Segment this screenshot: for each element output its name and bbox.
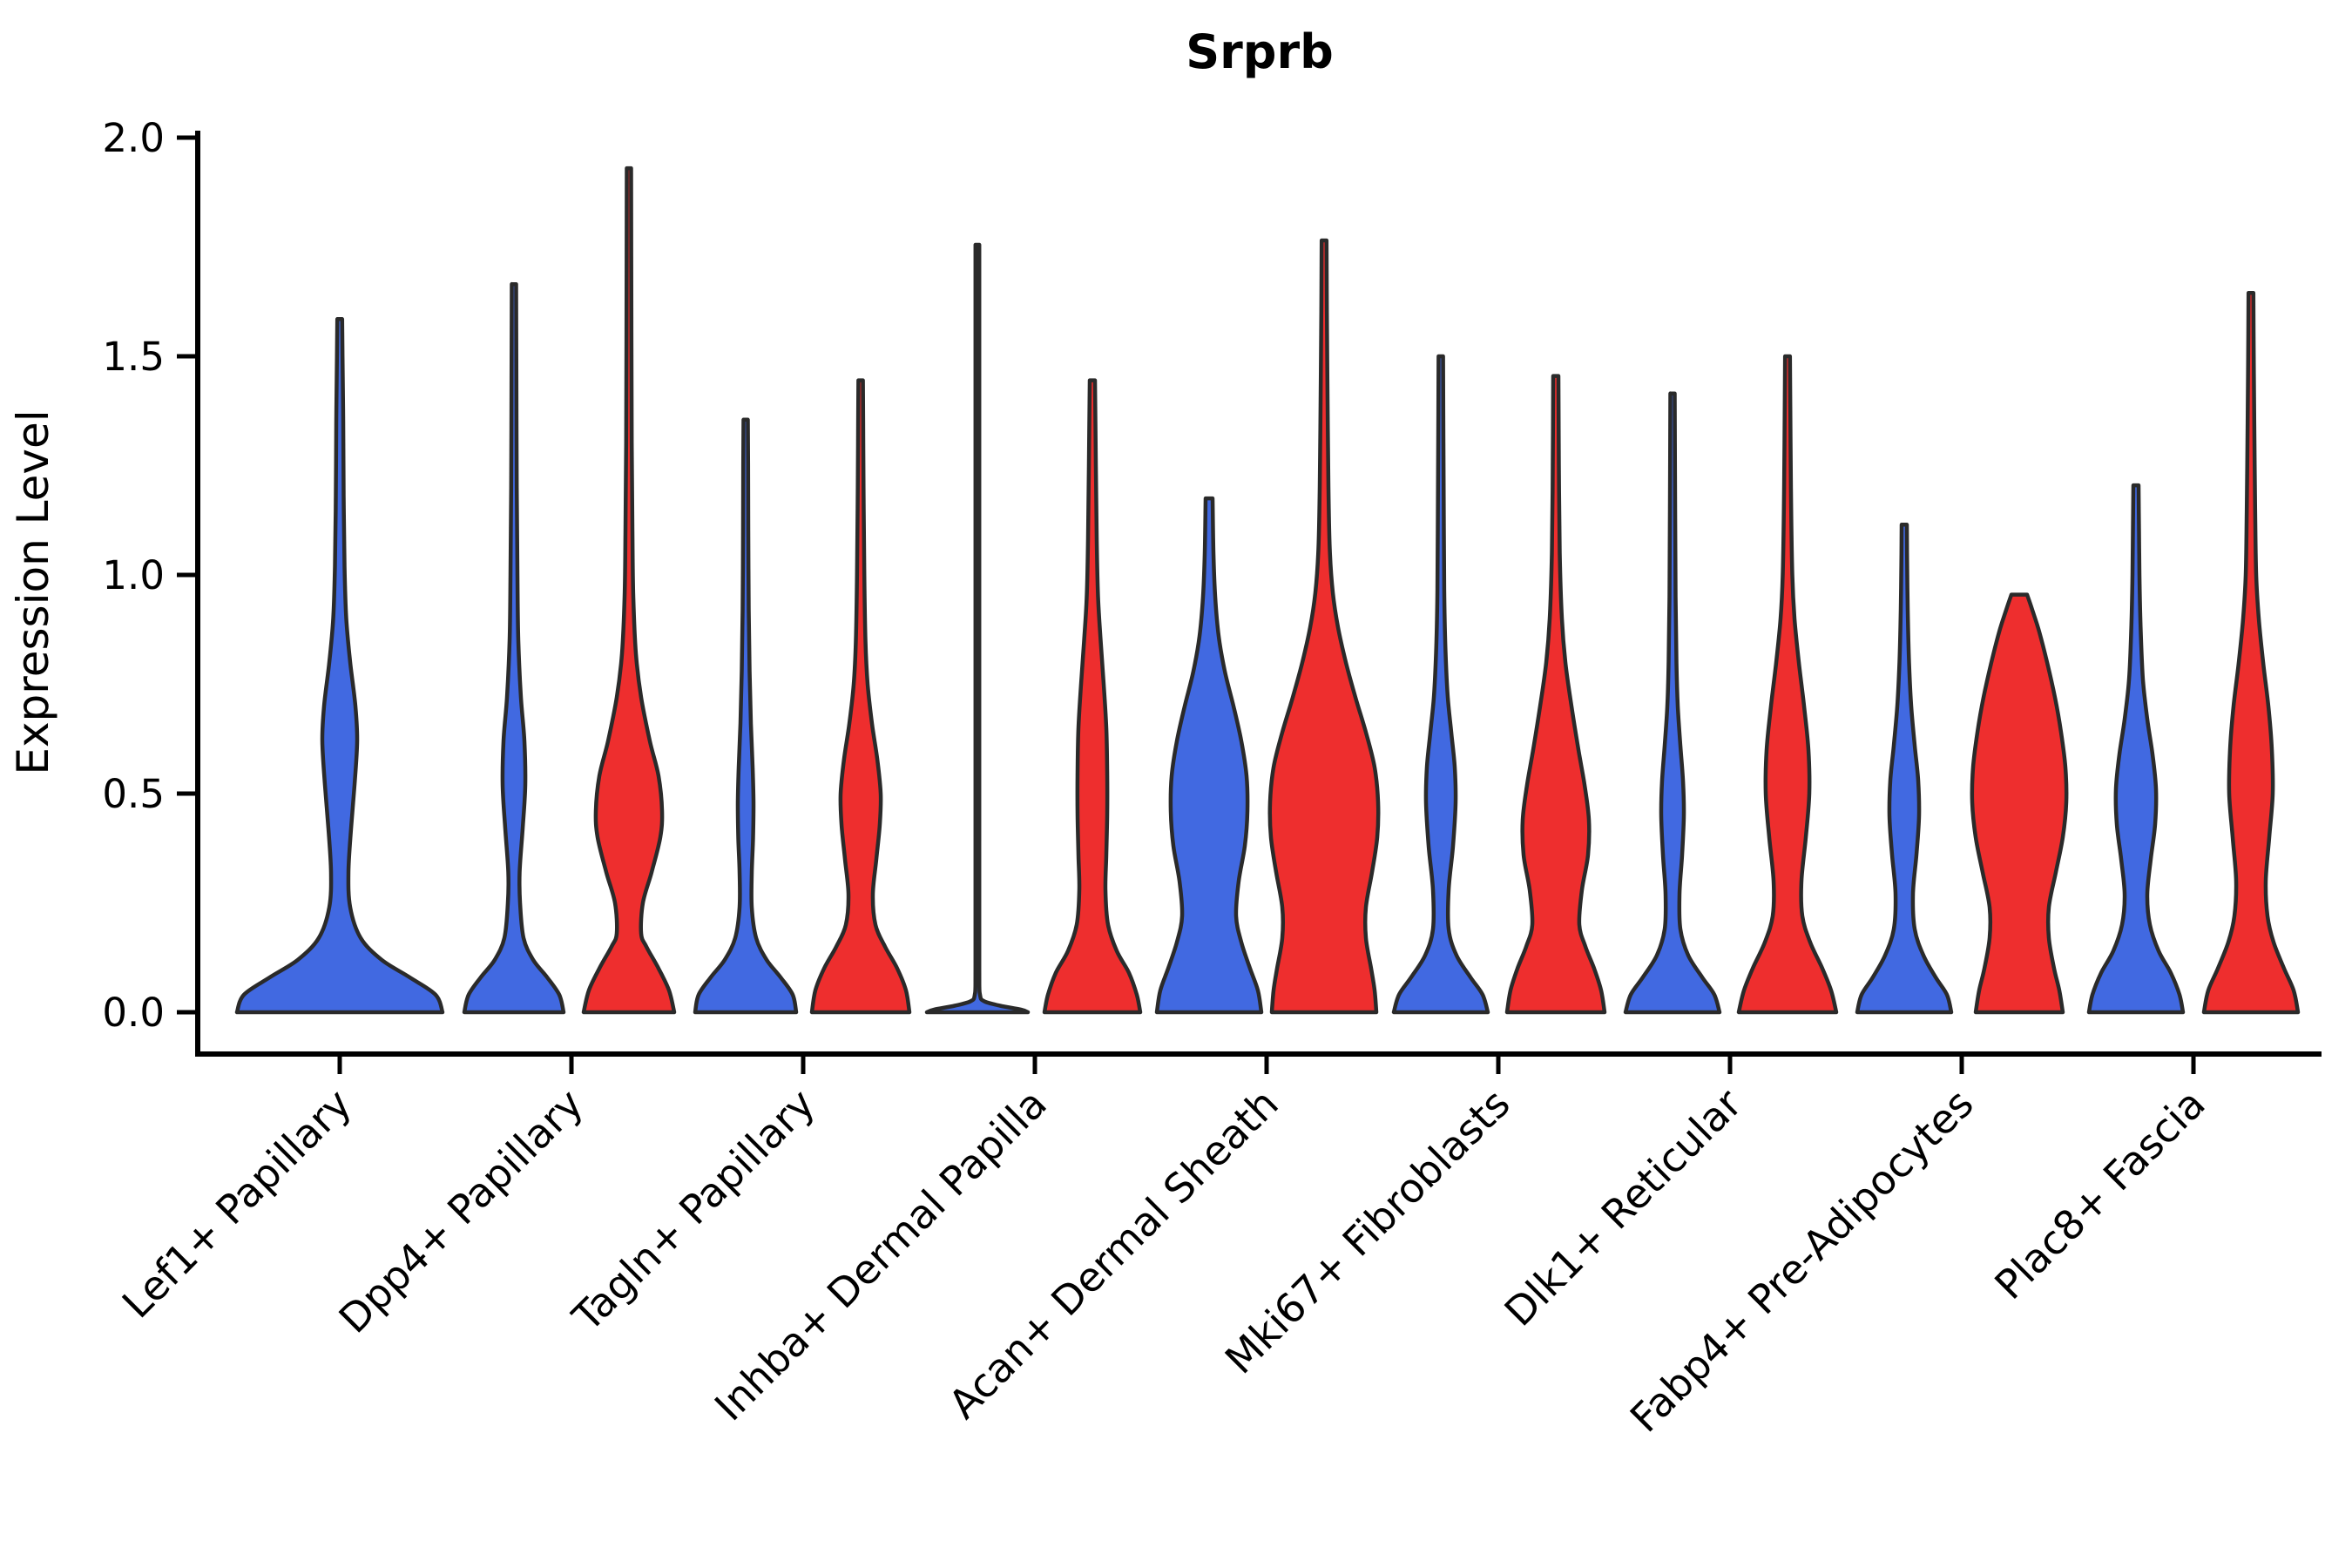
violin-blue-lef1-papillary <box>234 317 445 1015</box>
violin-red-plac8-fascia <box>2201 290 2301 1015</box>
y-axis-label: Expression Level <box>8 409 58 774</box>
y-tick-label: 0.5 <box>102 771 165 817</box>
violin-red-tagln-papillary <box>809 378 912 1015</box>
violin-blue-acan-dermal-sheath <box>1154 496 1264 1015</box>
y-tick-label: 1.5 <box>102 334 165 380</box>
y-tick-label: 0.0 <box>102 990 165 1036</box>
violin-blue-tagln-papillary <box>693 417 799 1015</box>
violin-red-dlk1-reticular <box>1736 354 1839 1015</box>
y-tick-label: 1.0 <box>102 552 165 598</box>
violin-red-fabp4-pre-adipocytes <box>1970 592 2069 1015</box>
x-tick-label-tagln-papillary: Tagln+ Papillary <box>563 1080 824 1342</box>
violin-red-acan-dermal-sheath <box>1267 238 1381 1015</box>
violin-red-inhba-dermal-papilla <box>1042 378 1143 1015</box>
x-tick-label-dpp4-papillary: Dpp4+ Papillary <box>330 1080 592 1342</box>
x-tick-label-lef1-papillary: Lef1+ Papillary <box>113 1080 361 1328</box>
violin-blue-mki67-fibroblasts <box>1391 354 1490 1015</box>
x-tick-label-plac8-fascia: Plac8+ Fascia <box>1985 1080 2213 1308</box>
violin-red-mki67-fibroblasts <box>1504 374 1607 1015</box>
x-tick-label-dlk1-reticular: Dlk1+ Reticular <box>1496 1080 1751 1335</box>
violin-red-dpp4-papillary <box>581 166 677 1015</box>
violin-blue-dlk1-reticular <box>1623 391 1722 1015</box>
violin-blue-plac8-fascia <box>2086 483 2186 1015</box>
violin-blue-inhba-dermal-papilla <box>924 242 1031 1015</box>
chart-title: Srprb <box>1186 24 1333 79</box>
violin-blue-fabp4-pre-adipocytes <box>1855 523 1954 1015</box>
y-tick-label: 2.0 <box>102 115 165 161</box>
violins-layer <box>234 166 2301 1015</box>
violin-blue-dpp4-papillary <box>462 281 566 1015</box>
